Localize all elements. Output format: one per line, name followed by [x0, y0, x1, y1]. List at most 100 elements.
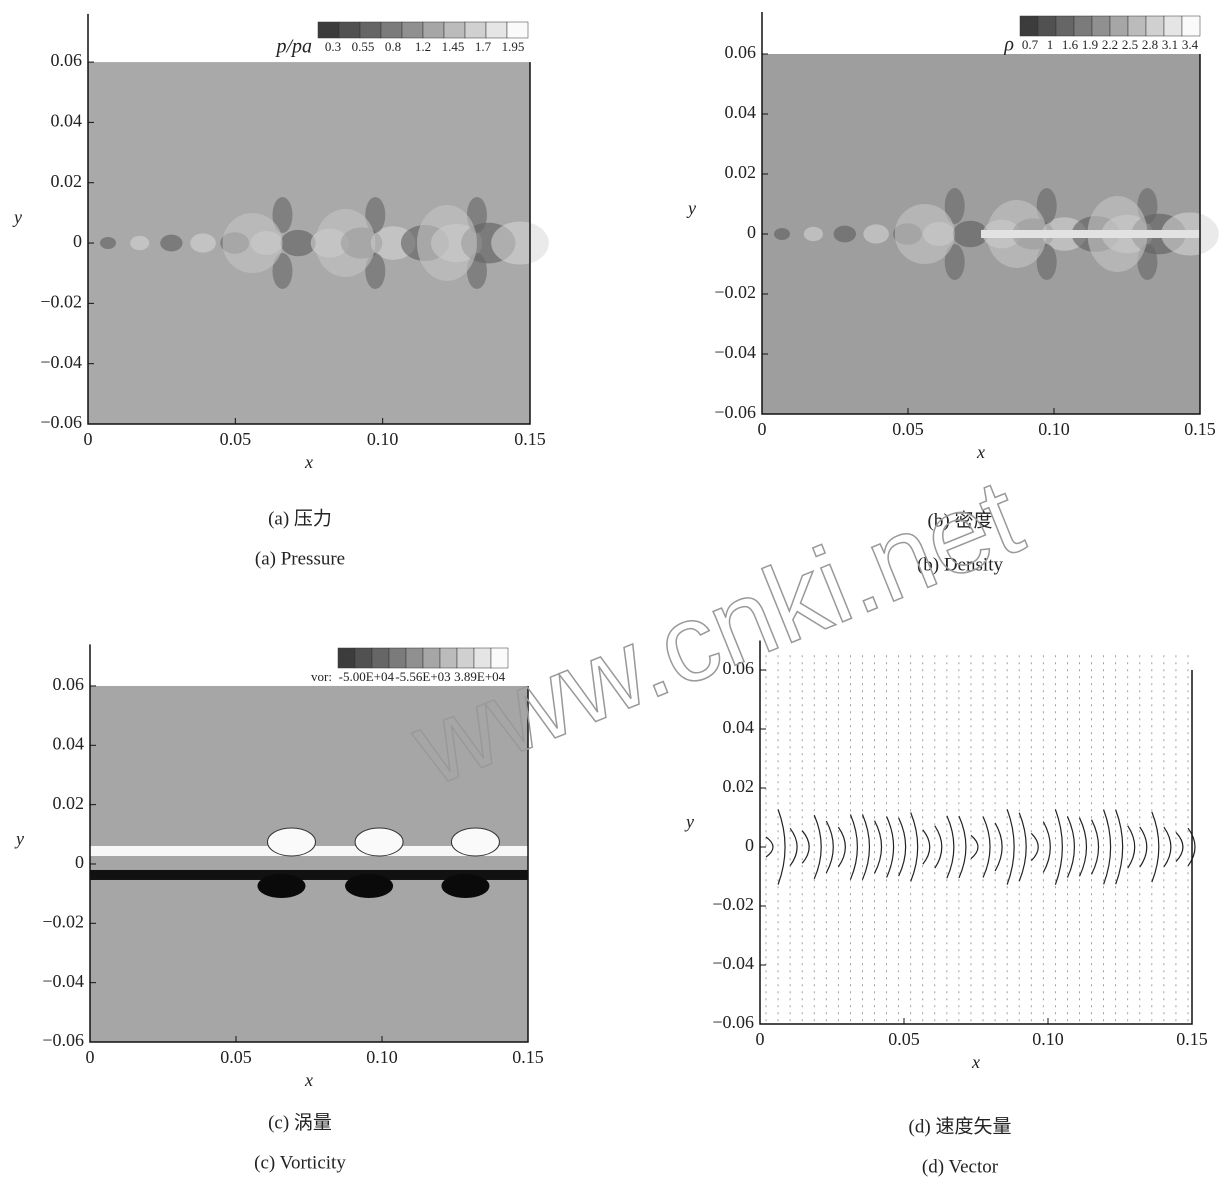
y-tick-label: 0 — [73, 231, 82, 251]
shear-bottom — [90, 869, 528, 880]
velocity-profile — [886, 816, 895, 878]
colorbar-cell — [464, 21, 487, 39]
colorbar-cell — [354, 647, 373, 669]
colorbar-cell — [317, 21, 340, 39]
colorbar-tick-label: 1 — [1047, 37, 1054, 52]
colorbar-cell — [1055, 15, 1075, 37]
x-tick-label: 0.15 — [512, 1047, 544, 1067]
caption: (a) Pressure — [255, 548, 345, 569]
velocity-profile — [789, 827, 798, 867]
colorbar-label: ρ — [1003, 34, 1014, 56]
velocity-profile — [1151, 811, 1160, 883]
colorbar-tick-label: 0.3 — [325, 39, 341, 54]
shock-cell — [190, 233, 216, 253]
colorbar-cell — [490, 647, 509, 669]
x-tick-label: 0 — [756, 1029, 765, 1049]
colorbar-tick-label: 3.1 — [1162, 37, 1178, 52]
colorbar-cell — [1109, 15, 1129, 37]
y-tick-label: −0.02 — [40, 291, 82, 311]
velocity-profile — [837, 826, 846, 868]
y-tick-label: −0.04 — [714, 342, 756, 362]
shock-cell — [130, 235, 150, 251]
x-tick-label: 0.05 — [220, 1047, 252, 1067]
colorbar-cell — [1163, 15, 1183, 37]
caption: (c) Vorticity — [254, 1152, 346, 1173]
colorbar-cell — [422, 21, 445, 39]
colorbar-cell — [1181, 15, 1201, 37]
colorbar-tick-label: 3.4 — [1182, 37, 1199, 52]
velocity-profile — [1030, 832, 1039, 862]
x-tick-label: 0.10 — [366, 1047, 398, 1067]
vortex-neg — [257, 873, 306, 898]
velocity-profile — [1127, 825, 1136, 869]
vortex — [944, 244, 965, 280]
panel: 0 0.05 0.10 0.15 −0.06 −0.04 −0.02 0 0.02 0.04 0.0… — [686, 12, 1219, 575]
velocity-profile — [849, 814, 858, 880]
caption: (b) 密度 — [928, 509, 993, 531]
caption: (a) 压力 — [268, 507, 332, 529]
y-tick-label: −0.04 — [40, 352, 82, 372]
y-tick-label: −0.06 — [712, 1012, 754, 1032]
velocity-profile — [910, 812, 919, 882]
velocity-profile — [1175, 832, 1184, 862]
colorbar-label: vor: — [311, 669, 332, 684]
y-tick-label: 0.04 — [51, 111, 83, 131]
shock-cell — [952, 220, 988, 248]
velocity-profile — [1054, 809, 1063, 885]
velocity-profile — [1066, 816, 1075, 878]
velocity-profile — [777, 809, 786, 885]
colorbar-tick-label: 1.6 — [1062, 37, 1079, 52]
shock-cell — [833, 225, 856, 243]
velocity-profile — [861, 814, 870, 880]
bubble — [894, 204, 955, 264]
vortex — [365, 253, 386, 290]
velocity-profile — [934, 825, 943, 869]
velocity-profile — [994, 822, 1003, 872]
velocity-profile — [970, 834, 979, 860]
colorbar-cell — [388, 647, 407, 669]
vortex — [272, 253, 293, 290]
caption: (c) 涡量 — [268, 1111, 332, 1133]
panel: 0 0.05 0.10 0.15 −0.06 −0.04 −0.02 0 0.02 0.04 0.0… — [14, 644, 544, 1173]
y-tick-label: −0.02 — [712, 894, 754, 914]
velocity-profile — [922, 829, 931, 865]
vortex-neg — [345, 873, 394, 898]
colorbar-tick-label: 3.89E+04 — [454, 669, 506, 684]
velocity-profile — [813, 814, 822, 880]
vortex — [944, 188, 965, 224]
colorbar-cell — [401, 21, 424, 39]
colorbar-cell — [422, 647, 441, 669]
axes — [87, 13, 531, 425]
velocity-profile — [801, 830, 810, 864]
y-tick-label: 0.06 — [53, 674, 85, 694]
y-tick-label: −0.04 — [42, 971, 84, 991]
vortex-pos — [266, 827, 316, 857]
bubble — [416, 205, 477, 282]
caption: (b) Density — [917, 554, 1004, 575]
y-tick-label: 0.02 — [725, 162, 757, 182]
x-tick-label: 0.10 — [1032, 1029, 1064, 1049]
y-label: y — [686, 198, 696, 218]
velocity-profile — [898, 817, 907, 877]
velocity-profile — [765, 836, 774, 858]
caption: (d) 速度矢量 — [909, 1115, 1012, 1137]
vortex — [1036, 188, 1057, 224]
caption: (d) Vector — [922, 1156, 999, 1177]
x-tick-label: 0.05 — [892, 419, 924, 439]
colorbar-tick-label: 1.95 — [502, 39, 525, 54]
velocity-profile — [1115, 809, 1124, 885]
watermark: www.cnki.net — [395, 455, 1037, 810]
x-label: x — [976, 442, 985, 462]
colorbar-cell — [359, 21, 382, 39]
bubble — [222, 213, 283, 274]
y-tick-label: 0.02 — [723, 776, 755, 796]
colorbar-cell — [405, 647, 424, 669]
y-tick-label: 0.02 — [53, 793, 85, 813]
field — [90, 685, 528, 1042]
colorbar-tick-label: -5.00E+04 — [339, 669, 395, 684]
y-label: y — [12, 207, 22, 227]
axes — [89, 644, 529, 1043]
colorbar-tick-label: 1.45 — [442, 39, 465, 54]
